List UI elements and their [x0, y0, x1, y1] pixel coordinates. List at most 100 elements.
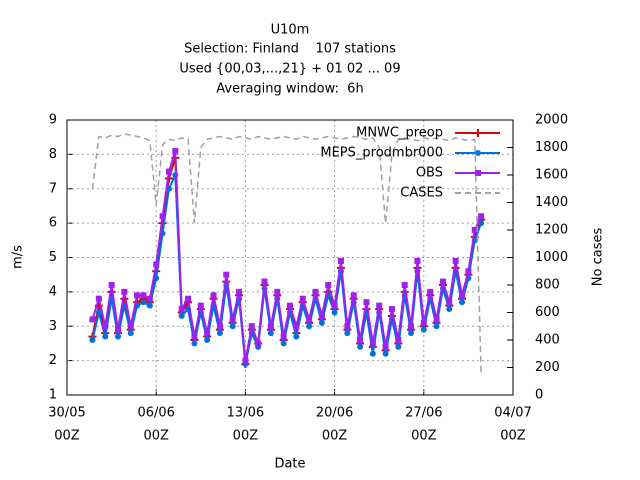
y-tick-label: 4 — [49, 284, 57, 299]
marker — [446, 306, 453, 313]
x-tick-label: 30/05 — [48, 406, 85, 421]
marker — [267, 330, 274, 337]
marker — [153, 261, 160, 268]
x-tick-label: 04/07 — [494, 406, 531, 421]
y-tick-label: 1 — [49, 388, 57, 403]
marker — [159, 213, 166, 220]
marker — [216, 323, 223, 330]
marker — [134, 292, 141, 299]
marker — [306, 316, 313, 323]
legend-marker — [475, 150, 481, 156]
marker — [108, 282, 115, 288]
marker — [306, 323, 313, 330]
marker — [369, 340, 376, 347]
marker — [312, 288, 319, 295]
marker — [223, 271, 230, 278]
y-tick-label: 9 — [49, 113, 57, 128]
marker — [376, 302, 383, 309]
x-tick-label: 00Z — [411, 429, 437, 444]
marker — [459, 292, 466, 299]
marker — [248, 323, 255, 330]
y-tick-label: 2 — [49, 353, 57, 368]
legend-marker — [474, 129, 482, 137]
marker — [204, 330, 211, 337]
marker — [287, 302, 293, 309]
y2-tick-label: 1600 — [535, 168, 568, 183]
x-tick-label: 00Z — [233, 429, 259, 444]
y2-tick-label: 1200 — [535, 223, 568, 238]
marker — [478, 213, 485, 220]
marker — [229, 323, 236, 330]
x-axis-label: Date — [274, 457, 305, 472]
marker — [146, 295, 153, 302]
marker — [433, 323, 440, 330]
marker — [325, 282, 332, 288]
marker — [267, 323, 274, 330]
marker — [344, 323, 351, 330]
marker — [95, 309, 102, 316]
marker — [127, 323, 134, 330]
series-line — [91, 150, 483, 361]
x-tick-label: 27/06 — [405, 406, 442, 421]
marker — [210, 292, 217, 299]
y2-tick-label: 1000 — [535, 250, 568, 265]
marker — [255, 340, 262, 347]
marker — [331, 302, 338, 309]
y2-tick-label: 200 — [535, 360, 560, 375]
series-line — [91, 132, 482, 375]
marker — [140, 299, 147, 306]
legend-label: MEPS_prodmbr000 — [320, 146, 443, 161]
marker — [318, 312, 325, 319]
marker — [140, 292, 147, 299]
y-tick-label: 3 — [49, 319, 57, 334]
marker — [465, 268, 472, 275]
marker — [420, 326, 427, 333]
marker — [293, 323, 300, 330]
marker — [395, 343, 402, 350]
marker — [337, 257, 344, 264]
marker — [274, 288, 281, 295]
legend-label: MNWC_preop — [356, 126, 443, 141]
y2-tick-label: 400 — [535, 333, 560, 348]
marker — [414, 257, 421, 264]
marker — [178, 306, 185, 313]
plot-frame — [66, 119, 514, 396]
chart-subtitle: Selection: Finland 107 stations — [184, 42, 396, 57]
marker — [172, 147, 179, 154]
marker — [318, 319, 325, 326]
y-tick-label: 5 — [49, 250, 57, 265]
marker — [127, 330, 134, 337]
y2-tick-label: 2000 — [535, 113, 568, 128]
x-tick-label: 00Z — [54, 429, 80, 444]
marker — [382, 350, 389, 357]
chart-subtitle: Averaging window: 6h — [216, 82, 363, 97]
marker — [420, 319, 427, 326]
marker — [185, 295, 192, 302]
marker — [382, 343, 389, 350]
y-tick-label: 8 — [49, 147, 57, 162]
marker — [388, 306, 395, 313]
legend-marker — [475, 170, 481, 176]
marker — [357, 337, 364, 343]
marker — [236, 288, 243, 295]
marker — [191, 333, 198, 340]
marker — [197, 302, 204, 309]
marker — [363, 299, 370, 306]
x-tick-label: 00Z — [143, 429, 169, 444]
marker — [261, 278, 268, 285]
x-tick-label: 00Z — [500, 429, 526, 444]
legend-label: OBS — [416, 166, 443, 181]
marker — [427, 288, 434, 295]
y2-tick-label: 1800 — [535, 140, 568, 155]
marker — [216, 330, 223, 337]
marker — [344, 330, 351, 337]
y-tick-label: 6 — [49, 216, 57, 231]
marker — [114, 326, 121, 333]
marker — [165, 168, 172, 175]
y-axis-label: m/s — [11, 245, 26, 269]
marker — [280, 333, 287, 340]
marker — [242, 357, 249, 364]
x-tick-label: 13/06 — [227, 406, 264, 421]
marker — [446, 299, 453, 306]
